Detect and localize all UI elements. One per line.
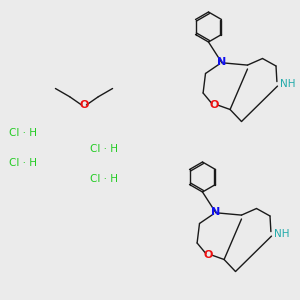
Text: O: O xyxy=(210,100,219,110)
Text: O: O xyxy=(79,100,89,110)
Text: NH: NH xyxy=(274,229,290,239)
Text: Cl · H: Cl · H xyxy=(90,143,118,154)
Text: Cl · H: Cl · H xyxy=(9,128,37,139)
Text: Cl · H: Cl · H xyxy=(9,158,37,169)
Text: N: N xyxy=(218,57,226,68)
Text: N: N xyxy=(212,207,220,218)
Text: Cl · H: Cl · H xyxy=(90,173,118,184)
Text: O: O xyxy=(204,250,213,260)
Text: NH: NH xyxy=(280,79,296,89)
